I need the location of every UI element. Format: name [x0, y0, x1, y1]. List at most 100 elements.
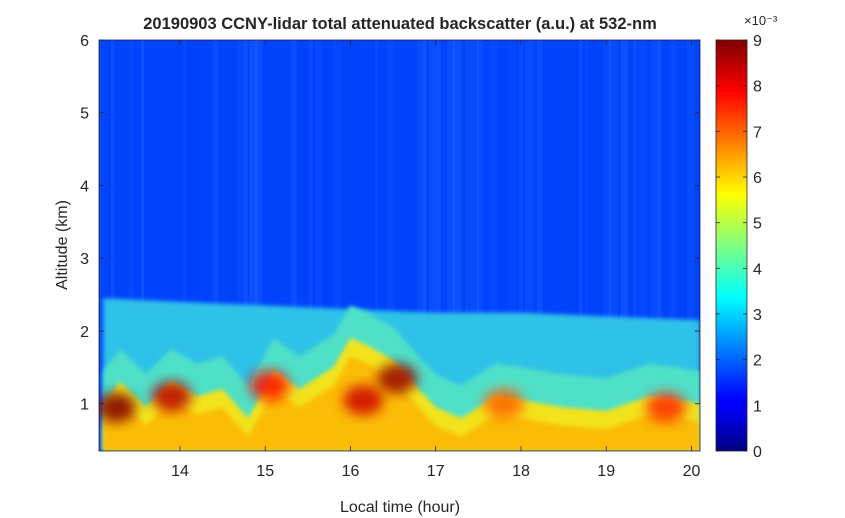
plot-frame: [98, 39, 701, 452]
streak: [417, 40, 426, 451]
x-tick-label: 16: [342, 463, 360, 480]
streak: [453, 40, 462, 451]
streak: [327, 40, 331, 451]
streak: [279, 40, 283, 451]
streak: [555, 40, 560, 451]
streak: [669, 40, 677, 451]
streak: [369, 40, 373, 451]
streak: [411, 40, 417, 451]
streak: [207, 40, 213, 451]
streak: [681, 40, 685, 451]
streak: [507, 40, 516, 451]
colorbar-tick-label: 3: [753, 307, 762, 324]
x-tick-label: 20: [683, 463, 701, 480]
layer-peak: [249, 370, 290, 401]
streak: [525, 40, 534, 451]
x-tick-label: 18: [512, 463, 530, 480]
streak: [105, 40, 110, 451]
colorbar-gradient: [715, 39, 748, 452]
streak: [123, 40, 130, 451]
streak: [375, 40, 379, 451]
streak: [549, 40, 554, 451]
streak: [141, 40, 145, 451]
x-tick-label: 17: [427, 463, 445, 480]
streak: [627, 40, 632, 451]
streak: [225, 40, 231, 451]
streak: [165, 40, 174, 451]
streak: [135, 40, 142, 451]
streak: [237, 40, 242, 451]
x-axis-label: Local time (hour): [340, 499, 460, 516]
colorbar: 0 1 2 3 4 5 6 7 8 9 ×10⁻³: [715, 13, 778, 461]
colorbar-tick-label: 9: [753, 33, 762, 50]
streak: [435, 40, 441, 451]
streak: [363, 40, 370, 451]
streak: [459, 40, 465, 451]
y-axis: 1 2 3 4 5 6: [80, 33, 700, 414]
streak: [621, 40, 629, 451]
y-tick-label: 1: [80, 397, 89, 414]
chart-title: 20190903 CCNY-lidar total attenuated bac…: [143, 15, 657, 33]
x-tick-label: 19: [597, 463, 615, 480]
streak: [309, 40, 313, 451]
colorbar-tick-label: 6: [753, 170, 762, 187]
streak: [405, 40, 410, 451]
y-tick-label: 4: [80, 179, 89, 196]
x-tick-label: 15: [256, 463, 274, 480]
layer-peaks: [99, 363, 686, 423]
streak: [693, 40, 700, 451]
streak: [291, 40, 297, 451]
y-axis-label: Altitude (km): [54, 200, 71, 290]
streak: [345, 40, 351, 451]
streak: [597, 40, 603, 451]
streak: [243, 40, 248, 451]
streak: [381, 40, 389, 451]
streak: [423, 40, 427, 451]
streak: [657, 40, 663, 451]
streak: [603, 40, 612, 451]
streak: [447, 40, 455, 451]
streak: [357, 40, 361, 451]
streak: [591, 40, 597, 451]
dense-layer-core: [103, 356, 700, 451]
streak: [129, 40, 134, 451]
colorbar-tick-label: 8: [753, 79, 762, 96]
streak: [399, 40, 403, 451]
streak: [441, 40, 447, 451]
streak: [147, 40, 151, 451]
streak: [477, 40, 483, 451]
streak: [561, 40, 569, 451]
streak: [519, 40, 524, 451]
streak: [261, 40, 265, 451]
streak: [339, 40, 345, 451]
streak: [483, 40, 487, 451]
streak: [393, 40, 399, 451]
streak: [579, 40, 583, 451]
y-tick-label: 2: [80, 324, 89, 341]
streak: [465, 40, 472, 451]
streak: [171, 40, 178, 451]
y-tick-label: 5: [80, 106, 89, 123]
streak: [255, 40, 263, 451]
layer-peak: [343, 385, 384, 416]
streak: [249, 40, 258, 451]
vertical-streaks: [99, 40, 700, 451]
colorbar-tick-label: 4: [753, 261, 762, 278]
layer-peak: [377, 363, 418, 394]
colorbar-ticks: 0 1 2 3 4 5 6 7 8 9: [716, 33, 762, 461]
streak: [585, 40, 589, 451]
streak: [513, 40, 519, 451]
colorbar-tick-label: 1: [753, 398, 762, 415]
streak: [615, 40, 619, 451]
streak: [387, 40, 395, 451]
streak: [495, 40, 503, 451]
streak: [219, 40, 228, 451]
colorbar-tick-label: 0: [753, 444, 762, 461]
streak: [573, 40, 578, 451]
colorbar-tick-label: 5: [753, 216, 762, 233]
streak: [333, 40, 341, 451]
layer-peak: [151, 381, 192, 412]
streak: [429, 40, 435, 451]
streak: [675, 40, 682, 451]
heatmap-plot-area: [99, 40, 700, 451]
